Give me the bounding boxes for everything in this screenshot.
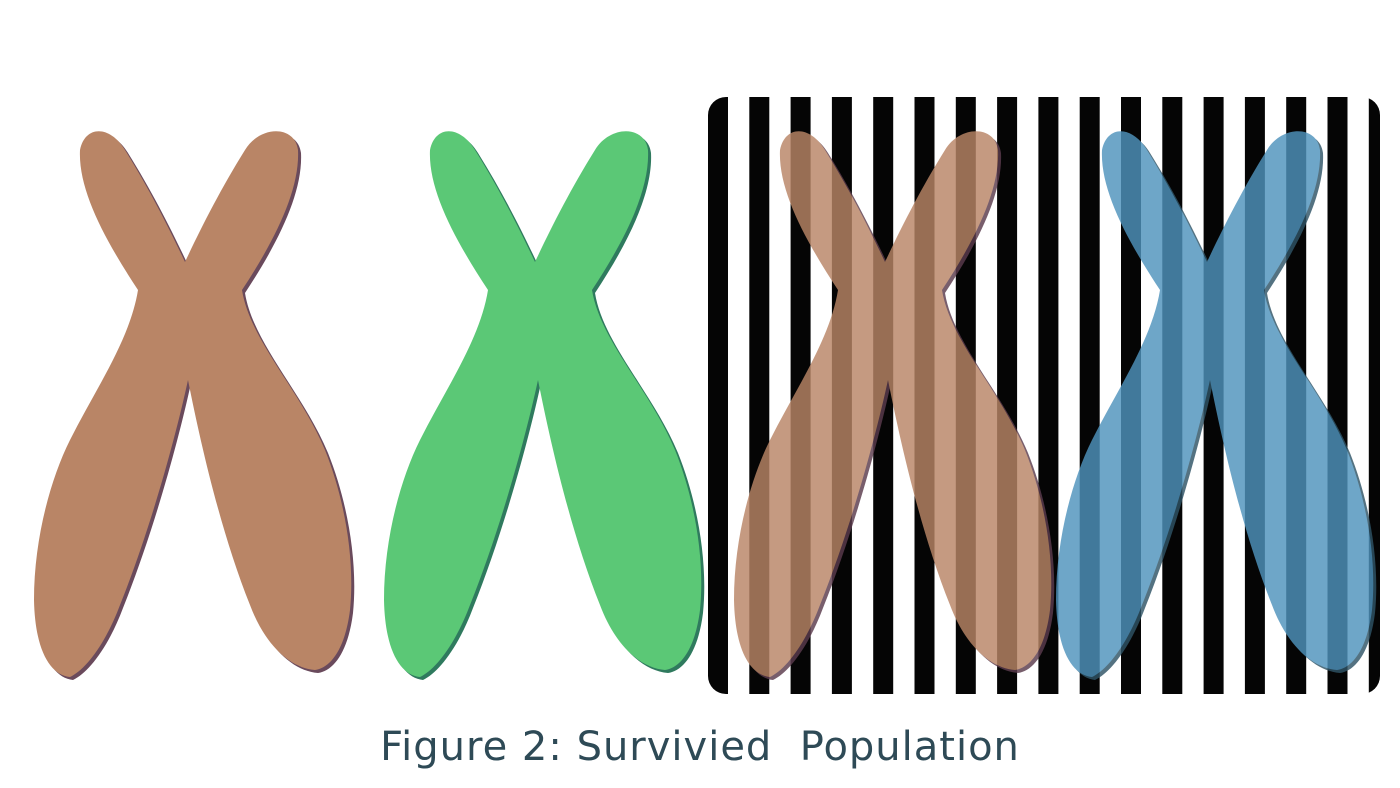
chromosome-body xyxy=(384,131,702,677)
chromosome-1 xyxy=(34,131,355,680)
figure-caption: Figure 2: Survivied Population xyxy=(380,724,1020,770)
chromosome-body xyxy=(34,131,352,677)
stripe xyxy=(1368,97,1380,694)
stripe xyxy=(708,97,728,694)
chromosome-2 xyxy=(384,131,705,680)
